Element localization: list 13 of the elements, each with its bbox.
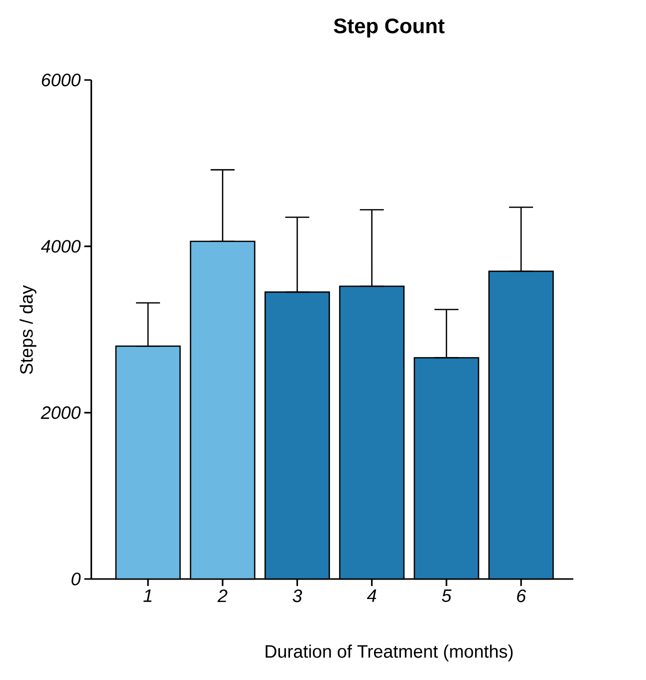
- y-tick-label: 2000: [40, 406, 81, 420]
- y-axis-title: Steps / day: [20, 285, 36, 374]
- x-tick-label: 6: [517, 590, 526, 602]
- x-tick-label: 5: [442, 590, 452, 602]
- x-tick-label: 2: [218, 590, 228, 602]
- chart-title: Step Count: [334, 18, 445, 38]
- x-tick-label: 4: [366, 590, 376, 602]
- y-tick-label: 6000: [42, 74, 81, 86]
- x-tick-label: 3: [292, 590, 302, 602]
- x-axis-title: Duration of Treatment (months): [266, 644, 513, 662]
- y-tick-label: 4000: [40, 240, 81, 253]
- x-tick-label: 1: [143, 590, 152, 602]
- y-tick-label: 0: [72, 572, 81, 586]
